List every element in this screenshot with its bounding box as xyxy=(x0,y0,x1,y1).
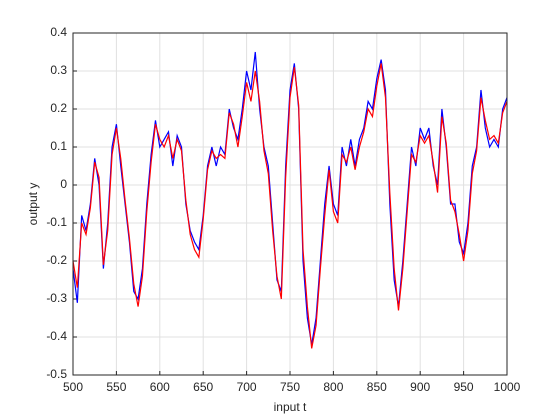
y-tick-label: -0.2 xyxy=(46,253,67,267)
x-tick-label: 650 xyxy=(193,380,213,394)
y-tick-label: -0.3 xyxy=(46,291,67,305)
y-tick-label: 0.4 xyxy=(50,25,67,39)
x-tick-label: 800 xyxy=(323,380,343,394)
data-line xyxy=(72,63,508,349)
y-tick-label: -0.1 xyxy=(46,215,67,229)
y-tick-label: -0.4 xyxy=(46,329,67,343)
x-tick-label: 850 xyxy=(367,380,387,394)
x-tick-label: 900 xyxy=(410,380,430,394)
y-tick-label: 0.2 xyxy=(50,101,67,115)
y-axis-label: output y xyxy=(26,183,40,226)
y-tick-label: -0.5 xyxy=(46,367,67,381)
plot-frame xyxy=(72,32,508,376)
x-tick-label: 550 xyxy=(106,380,126,394)
x-axis-label: input t xyxy=(274,400,307,414)
x-tick-label: 500 xyxy=(63,380,83,394)
y-tick-label: 0 xyxy=(60,177,67,191)
x-tick-label: 600 xyxy=(150,380,170,394)
x-tick-label: 950 xyxy=(454,380,474,394)
x-tick-label: 700 xyxy=(237,380,257,394)
y-tick-label: 0.3 xyxy=(50,63,67,77)
x-tick-label: 1000 xyxy=(494,380,521,394)
x-tick-label: 750 xyxy=(280,380,300,394)
y-tick-label: 0.1 xyxy=(50,139,67,153)
